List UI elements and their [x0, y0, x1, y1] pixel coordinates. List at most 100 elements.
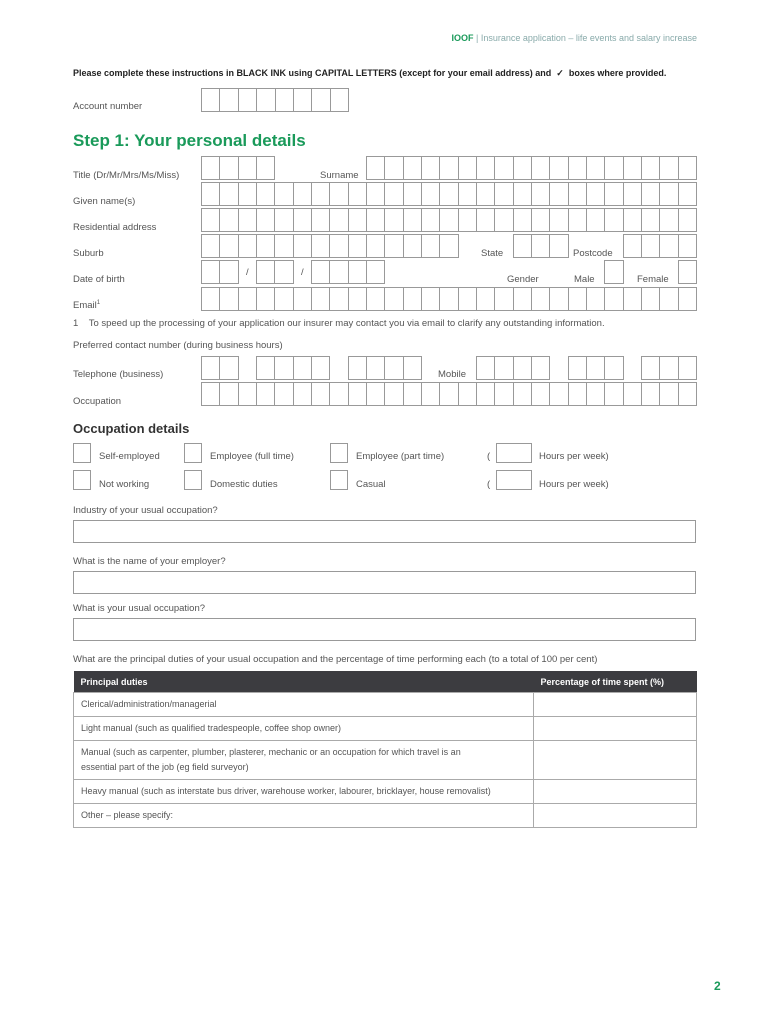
email-box[interactable]	[402, 287, 422, 311]
account-number-box[interactable]	[237, 88, 258, 112]
email-box[interactable]	[292, 287, 312, 311]
telephone-box[interactable]	[255, 356, 276, 380]
email-box[interactable]	[530, 287, 551, 311]
email-box[interactable]	[274, 287, 294, 311]
email-box[interactable]	[622, 287, 642, 311]
suburb-box[interactable]	[329, 234, 349, 258]
given-names-box[interactable]	[512, 182, 532, 206]
occupation-box[interactable]	[274, 382, 294, 406]
surname-box[interactable]	[659, 156, 679, 180]
given-names-box[interactable]	[420, 182, 441, 206]
state-box[interactable]	[530, 234, 551, 258]
occupation-box[interactable]	[384, 382, 404, 406]
email-box[interactable]	[439, 287, 459, 311]
suburb-box[interactable]	[237, 234, 257, 258]
percentage-input[interactable]	[533, 716, 697, 741]
given-names-box[interactable]	[310, 182, 331, 206]
telephone-box[interactable]	[347, 356, 367, 380]
given-names-box[interactable]	[549, 182, 569, 206]
given-names-box[interactable]	[475, 182, 496, 206]
given-names-box[interactable]	[274, 182, 294, 206]
occupation-box[interactable]	[457, 382, 477, 406]
address-box[interactable]	[365, 208, 386, 232]
suburb-box[interactable]	[347, 234, 367, 258]
address-box[interactable]	[329, 208, 349, 232]
suburb-box[interactable]	[439, 234, 459, 258]
occupation-box[interactable]	[494, 382, 514, 406]
address-box[interactable]	[494, 208, 514, 232]
suburb-box[interactable]	[310, 234, 331, 258]
address-box[interactable]	[530, 208, 551, 232]
surname-box[interactable]	[585, 156, 606, 180]
account-number-box[interactable]	[201, 88, 221, 112]
domestic-duties-checkbox[interactable]	[184, 470, 202, 490]
address-box[interactable]	[237, 208, 257, 232]
email-box[interactable]	[347, 287, 367, 311]
address-box[interactable]	[585, 208, 606, 232]
address-box[interactable]	[420, 208, 441, 232]
occupation-box[interactable]	[549, 382, 569, 406]
address-box[interactable]	[604, 208, 624, 232]
occupation-box[interactable]	[622, 382, 642, 406]
address-box[interactable]	[549, 208, 569, 232]
percentage-input[interactable]	[533, 692, 697, 717]
account-number-box[interactable]	[293, 88, 313, 112]
mobile-box[interactable]	[567, 356, 587, 380]
given-names-box[interactable]	[677, 182, 697, 206]
given-names-box[interactable]	[365, 182, 386, 206]
percentage-input[interactable]	[533, 740, 697, 780]
occupation-box[interactable]	[567, 382, 587, 406]
occupation-box[interactable]	[512, 382, 532, 406]
surname-box[interactable]	[622, 156, 642, 180]
telephone-box[interactable]	[201, 356, 221, 380]
given-names-box[interactable]	[640, 182, 661, 206]
email-box[interactable]	[567, 287, 587, 311]
occupation-box[interactable]	[219, 382, 239, 406]
state-box[interactable]	[512, 234, 532, 258]
suburb-box[interactable]	[219, 234, 239, 258]
gender-female-checkbox[interactable]	[677, 260, 697, 284]
email-box[interactable]	[494, 287, 514, 311]
given-names-box[interactable]	[530, 182, 551, 206]
occupation-box[interactable]	[677, 382, 697, 406]
postcode-box[interactable]	[677, 234, 697, 258]
given-names-box[interactable]	[292, 182, 312, 206]
occupation-box[interactable]	[402, 382, 422, 406]
dob-box[interactable]	[201, 260, 221, 284]
given-names-box[interactable]	[567, 182, 587, 206]
address-box[interactable]	[310, 208, 331, 232]
address-box[interactable]	[201, 208, 221, 232]
given-names-box[interactable]	[347, 182, 367, 206]
mobile-box[interactable]	[512, 356, 532, 380]
address-box[interactable]	[567, 208, 587, 232]
given-names-box[interactable]	[439, 182, 459, 206]
surname-box[interactable]	[604, 156, 624, 180]
occupation-box[interactable]	[201, 382, 221, 406]
email-box[interactable]	[585, 287, 606, 311]
mobile-box[interactable]	[494, 356, 514, 380]
suburb-box[interactable]	[201, 234, 221, 258]
suburb-box[interactable]	[274, 234, 294, 258]
title-box[interactable]	[237, 156, 257, 180]
surname-box[interactable]	[457, 156, 477, 180]
dob-box[interactable]	[255, 260, 276, 284]
surname-box[interactable]	[512, 156, 532, 180]
telephone-box[interactable]	[384, 356, 404, 380]
surname-box[interactable]	[567, 156, 587, 180]
email-box[interactable]	[457, 287, 477, 311]
postcode-box[interactable]	[640, 234, 661, 258]
hours-per-week-input[interactable]	[496, 443, 532, 463]
address-box[interactable]	[457, 208, 477, 232]
occupation-box[interactable]	[585, 382, 606, 406]
surname-box[interactable]	[475, 156, 496, 180]
casual-checkbox[interactable]	[330, 470, 348, 490]
address-box[interactable]	[255, 208, 276, 232]
address-box[interactable]	[512, 208, 532, 232]
surname-box[interactable]	[420, 156, 441, 180]
occupation-box[interactable]	[292, 382, 312, 406]
surname-box[interactable]	[677, 156, 697, 180]
surname-box[interactable]	[549, 156, 569, 180]
dob-box[interactable]	[274, 260, 294, 284]
occupation-box[interactable]	[237, 382, 257, 406]
occupation-box[interactable]	[310, 382, 331, 406]
